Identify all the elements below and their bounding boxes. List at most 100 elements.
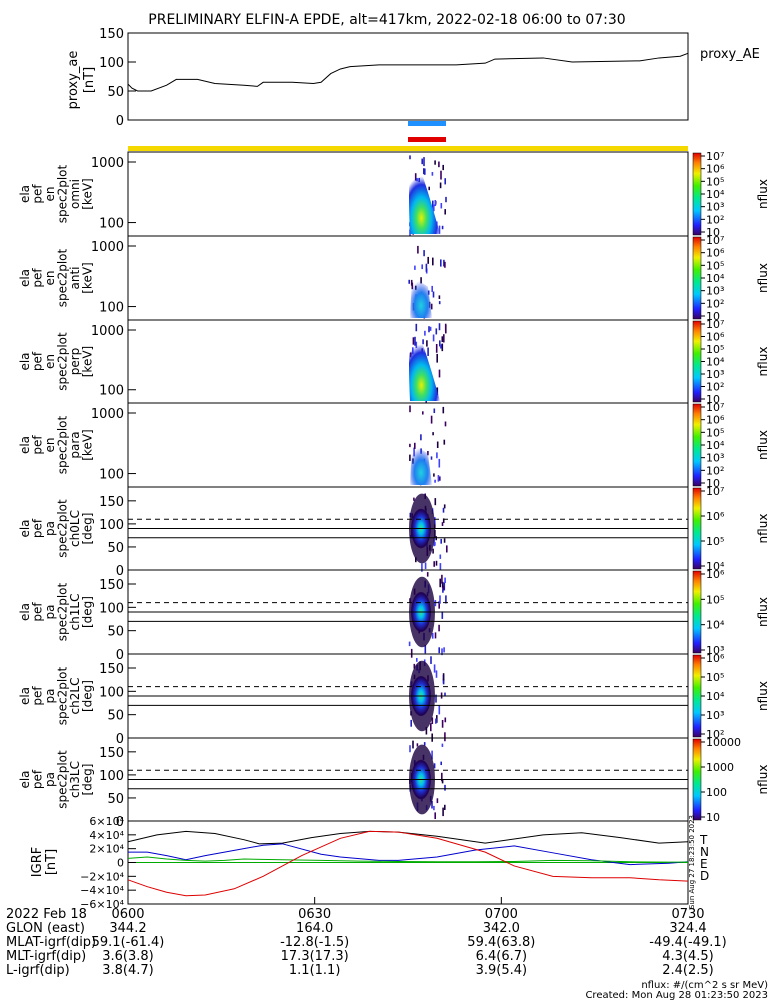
spectrogram-speckle: [444, 323, 447, 332]
spectrogram-speckle: [434, 529, 436, 538]
igrf-series-D: [127, 830, 689, 897]
panel-frame: [127, 151, 689, 237]
spectrogram-speckle: [408, 279, 410, 284]
panel-ylabel: spec2plot: [56, 750, 70, 809]
spectrogram-speckle: [423, 168, 425, 175]
spectrogram-speckle: [415, 557, 417, 563]
ytick-label: 100: [99, 769, 124, 784]
spectrogram-speckle: [440, 203, 443, 209]
colorbar-tick-label: 10³: [706, 368, 724, 381]
spectrogram-speckle: [442, 807, 444, 817]
panel-ylabel: ch3LC: [68, 761, 82, 798]
spectrogram-speckle: [432, 334, 435, 342]
spectrogram-speckle: [433, 805, 435, 811]
spectrogram-speckle: [416, 743, 419, 747]
axis-row-value: 164.0: [296, 921, 333, 936]
spectrogram-speckle: [423, 157, 425, 167]
panel-ylabel: spec2plot: [56, 582, 70, 641]
axis-row-value: -49.4(-49.1): [649, 935, 726, 950]
panel-ylabel: ch0LC: [68, 510, 82, 547]
axis-row-value: 344.2: [109, 921, 146, 936]
chart-title: PRELIMINARY ELFIN-A EPDE, alt=417km, 202…: [148, 12, 625, 28]
colorbar-tick-label: 10³: [706, 644, 724, 657]
spectrogram-speckle: [443, 439, 446, 445]
igrf-series-T: [127, 830, 689, 845]
spectrogram-speckle: [444, 209, 446, 215]
panel-ylabel: en: [43, 271, 57, 286]
spectrogram-speckle: [445, 595, 447, 604]
colorbar-label: nflux: [756, 430, 770, 460]
colorbar-tick-label: 10²: [706, 728, 724, 741]
proxy-ae-legend: proxy_AE: [700, 47, 760, 62]
panel-para: 1001000elapefenspec2plotpara[keV]1010²10…: [18, 401, 770, 490]
spectrogram-speckle: [435, 694, 437, 703]
ytick-label: 100: [99, 518, 124, 533]
panel-ylabel: ela: [18, 603, 32, 621]
spectrogram-speckle: [434, 812, 436, 820]
panel-ylabel: [keV]: [81, 262, 95, 293]
panel-frame: [127, 402, 689, 488]
colorbar-tick-label: 10000: [706, 736, 741, 749]
axis-row-value: 4.3(4.5): [662, 949, 714, 964]
ytick-label: 150: [99, 662, 124, 677]
colorbar-tick-label: 10⁴: [706, 188, 725, 201]
spectrogram-speckle: [444, 261, 446, 268]
igrf-legend-D: D: [700, 869, 709, 883]
spectrogram-speckle: [424, 168, 426, 175]
colorbar-tick-label: 10⁶: [706, 331, 725, 344]
spectrogram-flux-core: [410, 276, 432, 318]
spectrogram-speckle: [444, 178, 446, 185]
axis-row-value: 3.9(5.4): [476, 963, 528, 978]
xtick-label: 0600: [111, 907, 144, 922]
colorbar-tick-label: 100: [706, 786, 727, 799]
colorbar-tick-label: 10⁷: [706, 150, 724, 163]
spectrogram-speckle: [442, 587, 444, 593]
spectrogram-speckle: [409, 454, 411, 461]
colorbar-tick-label: 10²: [706, 213, 724, 226]
spectrogram-speckle: [438, 647, 440, 654]
panel-ylabel: ela: [18, 770, 32, 788]
ytick-label: 1000: [91, 407, 124, 422]
colorbar-tick-label: 10³: [706, 709, 724, 722]
spectrogram-speckle: [428, 186, 430, 191]
spectrogram-speckle: [442, 406, 445, 414]
spectrogram-speckle: [441, 779, 444, 784]
panel-ylabel: pa: [43, 689, 57, 704]
igrf-ytick-label: −4×10⁴: [80, 884, 124, 897]
spectrogram-speckle: [433, 763, 436, 769]
panel-ylabel: en: [43, 438, 57, 453]
xtick-label: 0700: [485, 907, 518, 922]
spectrogram-speckle: [431, 801, 433, 809]
colorbar-tick-label: 10⁷: [706, 234, 724, 247]
science-zone-bar-yellow: [128, 146, 688, 151]
spectrogram-speckle: [438, 225, 441, 234]
colorbar-tick-label: 10²: [706, 464, 724, 477]
ae-ytick-label: 150: [99, 27, 124, 42]
panel-ylabel: ela: [18, 269, 32, 287]
panel-ylabel: [deg]: [81, 513, 95, 545]
igrf-ytick-label: −2×10⁴: [80, 870, 124, 883]
spectrogram-speckle: [410, 648, 413, 658]
igrf-ytick-label: −6×10⁴: [80, 898, 124, 911]
spectrogram-speckle: [438, 301, 441, 305]
spectrogram-flux-core: [409, 170, 440, 234]
proxy-ae-line: [127, 52, 689, 92]
igrf-legend-N: N: [700, 845, 709, 859]
spectrogram-speckle: [444, 784, 446, 791]
spectrogram-speckle: [442, 585, 445, 590]
spectrogram-speckle: [439, 340, 441, 347]
igrf-series-N: [128, 843, 689, 866]
spectrogram-speckle: [443, 647, 445, 653]
colorbar-tick-label: 10⁴: [706, 356, 725, 369]
panel-ylabel: perp: [68, 348, 82, 376]
colorbar-tick-label: 10⁵: [706, 671, 724, 684]
spectrogram-speckle: [426, 340, 428, 347]
colorbar-tick-label: 10: [706, 393, 720, 406]
colorbar-tick-label: 10⁶: [706, 247, 725, 260]
colorbar-label: nflux: [756, 347, 770, 377]
igrf-series-E: [127, 856, 688, 863]
axis-row-value: 2.4(2.5): [662, 963, 714, 978]
spectrogram-speckle: [424, 562, 427, 569]
spectrogram-speckle: [432, 257, 434, 266]
